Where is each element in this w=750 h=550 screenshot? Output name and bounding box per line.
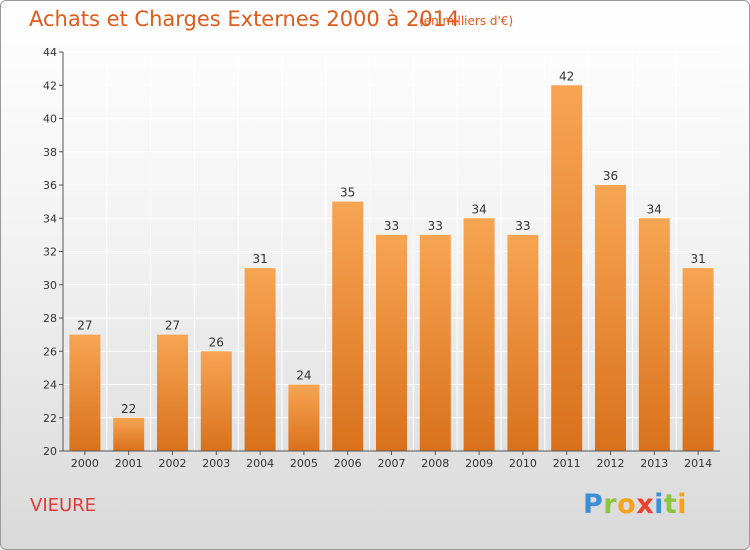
x-tick-label: 2001 [115,457,143,470]
data-label: 33 [515,219,530,233]
data-label: 34 [471,202,486,216]
bar [551,85,583,451]
data-label: 31 [252,252,267,266]
x-tick-label: 2004 [246,457,274,470]
bar [200,351,232,451]
y-tick-label: 36 [43,179,57,192]
data-label: 33 [428,219,443,233]
y-tick-label: 44 [43,46,57,59]
bar [507,234,539,451]
x-tick-label: 2007 [378,457,406,470]
x-tick-label: 2008 [421,457,449,470]
x-tick-label: 2009 [465,457,493,470]
bars [69,85,714,451]
bar [332,201,364,451]
commune-name: VIEURE [30,495,97,516]
x-tick-label: 2002 [159,457,187,470]
data-label: 27 [77,319,92,333]
bar [595,185,626,451]
y-tick-label: 30 [43,279,57,292]
y-tick-label: 28 [43,312,57,325]
x-tick-label: 2005 [290,457,318,470]
data-label: 33 [384,219,399,233]
x-tick-label: 2014 [684,457,712,470]
bar [638,218,670,451]
data-label: 35 [340,186,355,200]
logo-letter: o [617,489,637,520]
bar [682,268,714,451]
data-label: 22 [121,402,136,416]
x-tick-label: 2006 [334,457,362,470]
bar [244,268,276,451]
y-tick-label: 32 [43,246,57,259]
data-label: 24 [296,369,311,383]
data-label: 27 [165,319,180,333]
bar [376,234,407,451]
x-tick-label: 2012 [597,457,625,470]
logo-letter: i [677,489,688,520]
y-tick-label: 20 [43,445,57,458]
bar [157,334,188,451]
x-tick-label: 2010 [509,457,537,470]
x-tick-label: 2003 [202,457,230,470]
bar [463,218,495,451]
bar [69,334,101,451]
logo-letter: P [583,489,604,520]
data-label: 26 [209,335,224,349]
logo-letter: t [663,489,678,520]
proxiti-logo: Proxiti [583,489,687,520]
x-tick-label: 2011 [553,457,581,470]
y-tick-label: 38 [43,146,57,159]
data-label: 34 [647,202,662,216]
logo-letter: x [636,489,655,520]
y-tick-label: 40 [43,113,57,126]
data-labels: 27 22 27 26 31 24 35 33 33 34 33 42 36 34 31 [77,69,705,416]
bar [288,384,320,451]
data-label: 42 [559,69,574,83]
x-tick-label: 2000 [71,457,99,470]
bar [419,234,451,451]
chart-subtitle: (en milliers d'€) [419,14,514,28]
axes: 20 22 24 26 28 30 32 34 36 38 40 42 44 2000 2001 2002 20… [43,46,720,470]
bar [113,417,145,451]
y-tick-label: 34 [43,212,57,225]
logo-letter: i [654,489,664,520]
data-label: 36 [603,169,618,183]
logo-letter: r [603,489,618,520]
x-tick-label: 2013 [640,457,668,470]
chart-title: Achats et Charges Externes 2000 à 2014 [29,7,460,31]
data-label: 31 [690,252,705,266]
y-tick-label: 22 [43,412,57,425]
y-tick-label: 24 [43,379,57,392]
y-tick-label: 42 [43,79,57,92]
y-tick-label: 26 [43,345,57,358]
